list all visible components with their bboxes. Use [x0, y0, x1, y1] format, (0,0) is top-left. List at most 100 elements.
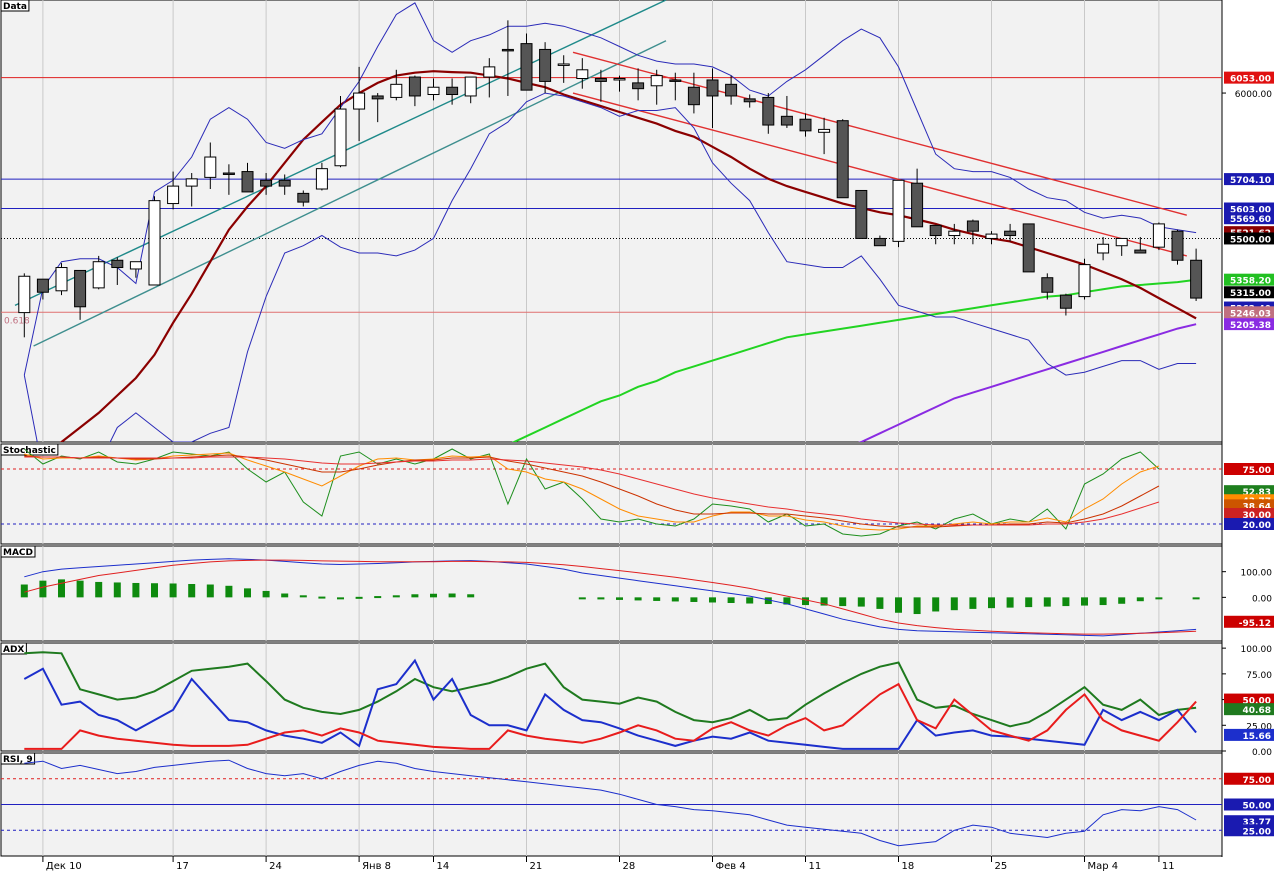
macd-histogram-bar — [1043, 597, 1051, 607]
value-tag: 5500.00 — [1224, 232, 1274, 245]
macd-histogram-bar — [690, 597, 698, 602]
value-tag-text: 5358.20 — [1230, 277, 1271, 287]
candle-body-up — [167, 185, 180, 205]
date-label: 25 — [995, 861, 1008, 872]
date-label: 17 — [176, 861, 189, 872]
y-tick-label: 6000.00 — [1235, 90, 1272, 100]
candle-body-up — [390, 83, 403, 98]
macd-histogram-bar — [467, 594, 475, 598]
sma-mid-line — [511, 278, 1197, 442]
candle — [650, 69, 663, 105]
value-tag-text: 75.00 — [1243, 466, 1271, 476]
value-tag-box — [1224, 703, 1274, 716]
candle — [1097, 236, 1110, 261]
candle — [36, 278, 49, 300]
date-label: 18 — [902, 861, 915, 872]
macd-histogram-bar — [411, 594, 419, 598]
y-tick-label: 25.00 — [1246, 722, 1272, 732]
value-tag-box — [1224, 202, 1274, 215]
y-tick-label: 100.00 — [1241, 645, 1273, 655]
macd-histogram-bar — [988, 597, 995, 609]
macd-histogram-bar — [1099, 597, 1107, 606]
macd-histogram-bar — [709, 597, 716, 603]
candle — [520, 33, 533, 91]
value-tag: 33.77 — [1224, 815, 1274, 828]
adx-series-0 — [24, 651, 1197, 728]
candle-body-down — [260, 179, 273, 187]
macd-histogram-bar — [1081, 597, 1088, 606]
candle — [371, 93, 384, 123]
candle — [1078, 258, 1091, 300]
macd-histogram-bar — [76, 580, 84, 598]
candle — [539, 42, 552, 94]
value-tag-box — [1224, 306, 1274, 319]
macd-histogram-bar — [727, 597, 735, 603]
candle-body-down — [1059, 294, 1072, 309]
descending-channel-lower — [572, 92, 1187, 257]
candle — [92, 255, 105, 290]
date-label: 11 — [1162, 861, 1175, 872]
macd-histogram-bar — [281, 593, 289, 598]
date-label: 21 — [530, 861, 543, 872]
candle — [464, 76, 477, 104]
macd-histogram-bar — [206, 584, 214, 598]
value-tag: 5603.00 — [1224, 202, 1274, 215]
macd-histogram-bar — [188, 584, 196, 598]
macd-histogram-bar — [113, 582, 121, 598]
value-tag-box — [1224, 815, 1274, 828]
candle — [780, 95, 793, 128]
macd-histogram-bar — [653, 597, 661, 601]
value-tag: 5569.60 — [1224, 212, 1274, 225]
candle-body-down — [966, 220, 979, 232]
macd-histogram-bar — [1025, 597, 1033, 608]
value-tag-box — [1224, 318, 1274, 331]
value-tag: 75.00 — [1224, 463, 1274, 476]
value-tag-text: 52.83 — [1243, 488, 1271, 498]
value-tag: 20.00 — [1224, 518, 1274, 531]
candle-body-down — [743, 98, 756, 103]
macd-histogram-bar — [1118, 597, 1126, 604]
candle — [669, 72, 682, 101]
macd-histogram-bar — [578, 597, 586, 600]
candle — [167, 171, 180, 210]
bollinger-upper-line — [23, 2, 1197, 376]
candle-body-up — [650, 75, 663, 87]
fib-label: 0.618 — [4, 316, 30, 326]
value-tag-text: 5246.03 — [1230, 309, 1271, 319]
adx-series-1 — [23, 658, 1197, 750]
candle-body-down — [241, 171, 254, 193]
macd-histogram-bar — [802, 597, 809, 606]
macd-histogram-bar — [1062, 597, 1070, 607]
y-tick-label: 0.00 — [1252, 748, 1272, 758]
value-tag: -95.12 — [1224, 615, 1274, 629]
macd-line — [24, 558, 1197, 637]
macd-histogram-bar — [39, 580, 47, 598]
value-tag: 5315.00 — [1224, 286, 1274, 299]
value-tag: 25.00 — [1224, 824, 1274, 837]
candle — [390, 69, 403, 101]
panel-label-text: RSI, 9 — [3, 755, 33, 765]
candle-body-up — [204, 156, 217, 178]
value-tag: 50.00 — [1224, 798, 1274, 812]
y-tick-label: 0.00 — [1252, 594, 1272, 604]
y-tick-label: 100.00 — [1241, 569, 1273, 579]
macd-histogram-bar — [392, 595, 400, 598]
macd-histogram-bar — [895, 597, 902, 613]
candle-body-down — [1022, 223, 1035, 273]
value-tag-text: 25.00 — [1243, 827, 1271, 837]
macd-histogram-bar — [597, 597, 605, 600]
macd-histogram-bar — [430, 593, 437, 598]
candle — [297, 190, 310, 207]
macd-histogram-bar — [616, 597, 623, 600]
candle-body-down — [446, 86, 459, 96]
candle-body-down — [111, 259, 124, 269]
candle-body-down — [780, 115, 793, 126]
candle-body-down — [278, 179, 291, 187]
candle-body-down — [501, 48, 514, 52]
candle — [222, 164, 235, 195]
value-tag-box — [1224, 173, 1274, 186]
candle — [985, 231, 998, 245]
candle — [855, 189, 868, 239]
panel-label-box — [0, 0, 30, 12]
sma-extra-long-line — [857, 323, 1197, 442]
